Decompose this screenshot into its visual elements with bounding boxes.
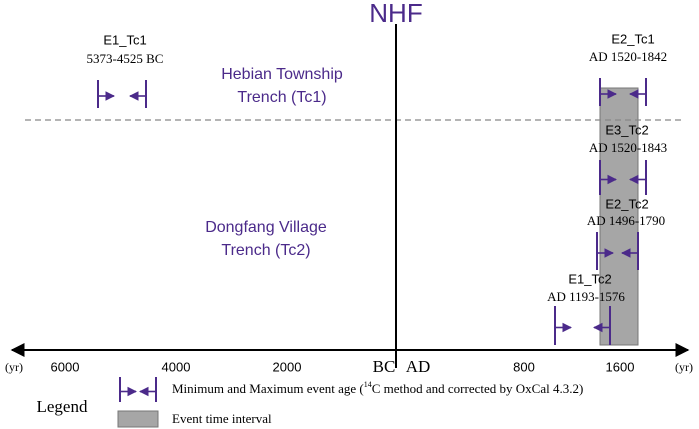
tick-label: 6000	[51, 359, 80, 374]
event-range: AD 1496-1790	[587, 213, 665, 228]
tick-label: 800	[513, 359, 535, 374]
tick-label: 4000	[162, 359, 191, 374]
event-name: E1_Tc2	[568, 271, 611, 286]
event-range: AD 1520-1842	[589, 49, 667, 64]
legend-text-part: C method and corrected by OxCal 4.3.2)	[372, 381, 584, 396]
axis-unit: (yr)	[675, 360, 693, 374]
event-name: E2_Tc2	[605, 196, 648, 211]
legend-swatch	[117, 410, 159, 428]
tick-label: 1600	[606, 359, 635, 374]
event-interval	[599, 87, 639, 346]
legend-superscript: 14	[364, 380, 372, 389]
event-range: AD 1193-1576	[547, 289, 625, 304]
legend-text: Event time interval	[172, 411, 272, 426]
event-name: E3_Tc2	[605, 122, 648, 137]
region-label: Trench (Tc1)	[237, 89, 326, 106]
tick-label: 2000	[273, 359, 302, 374]
axis-unit: (yr)	[5, 360, 23, 374]
event-range: 5373-4525 BC	[87, 51, 164, 66]
region-label: Trench (Tc2)	[221, 242, 310, 259]
era-label: BC	[373, 357, 396, 376]
event-name: E2_Tc1	[611, 31, 654, 46]
title: NHF	[369, 0, 422, 28]
region-label: Dongfang Village	[205, 219, 327, 236]
region-label: Hebian Township	[221, 66, 343, 83]
event-range: AD 1520-1843	[589, 140, 667, 155]
legend-title: Legend	[37, 397, 88, 416]
legend-text: Minimum and Maximum event age (14C metho…	[172, 380, 583, 396]
legend-text-part: Minimum and Maximum event age (	[172, 381, 364, 396]
era-label: AD	[406, 357, 431, 376]
event-name: E1_Tc1	[103, 32, 146, 47]
